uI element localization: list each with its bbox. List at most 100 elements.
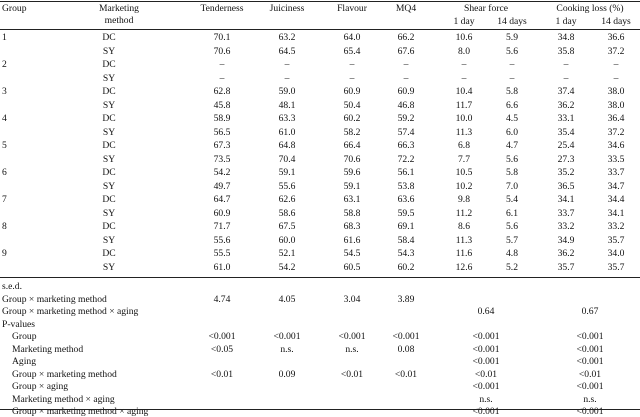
- table-cell: 52.1: [278, 248, 296, 259]
- table-cell: 61.0: [278, 127, 296, 138]
- table-cell: 35.7: [607, 235, 625, 246]
- table-cell: 6.6: [506, 100, 518, 111]
- table-cell: 33.7: [557, 208, 575, 219]
- table-cell: –: [509, 59, 515, 70]
- table-cell: 59.2: [397, 113, 415, 124]
- table-cell: 37.2: [607, 127, 625, 138]
- pvalue-cook: <0.001: [576, 331, 604, 342]
- pvalue-cell: <0.01: [340, 369, 364, 380]
- table-cell: 63.2: [278, 32, 296, 43]
- table-cell: 35.4: [557, 127, 575, 138]
- table-cell: 38.0: [607, 100, 625, 111]
- row-method: SY: [102, 46, 116, 57]
- row-group: 5: [2, 140, 7, 151]
- table-cell: 35.7: [607, 262, 625, 273]
- table-cell: 37.2: [607, 46, 625, 57]
- table-cell: 58.2: [343, 127, 361, 138]
- table-cell: 60.9: [343, 86, 361, 97]
- table-cell: 6.1: [506, 208, 518, 219]
- table-cell: 54.2: [278, 262, 296, 273]
- header-shear-1day: 1 day: [453, 16, 475, 27]
- table-cell: 7.7: [458, 154, 470, 165]
- table-cell: –: [461, 73, 467, 84]
- row-method: SY: [102, 208, 116, 219]
- pvalue-cell: n.s.: [280, 344, 294, 355]
- table-cell: 48.1: [278, 100, 296, 111]
- table-cell: 60.5: [343, 262, 361, 273]
- sed-cell: 3.04: [343, 294, 361, 305]
- pvalue-cook: n.s.: [583, 394, 597, 405]
- table-cell: 60.2: [343, 113, 361, 124]
- row-group: 7: [2, 194, 7, 205]
- pvalue-shear: <0.001: [472, 331, 500, 342]
- table-cell: 67.3: [213, 140, 231, 151]
- table-cell: 69.1: [397, 221, 415, 232]
- table-cell: 5.2: [506, 262, 518, 273]
- table-cell: 70.4: [278, 154, 296, 165]
- pvalue-cook: <0.001: [576, 381, 604, 392]
- table-cell: 63.1: [343, 194, 361, 205]
- table-cell: 11.3: [455, 127, 473, 138]
- table-cell: 34.7: [607, 181, 625, 192]
- table-cell: 62.8: [213, 86, 231, 97]
- table-cell: –: [284, 73, 290, 84]
- header-shear-force: Shear force: [464, 3, 508, 14]
- table-cell: 8.0: [458, 46, 470, 57]
- header-cook-14days: 14 days: [601, 16, 631, 27]
- table-cell: –: [509, 73, 515, 84]
- row-method: DC: [102, 32, 116, 43]
- row-group: 3: [2, 86, 7, 97]
- table-cell: 54.2: [213, 167, 231, 178]
- table-cell: 35.7: [557, 262, 575, 273]
- pvalue-cell: <0.001: [392, 331, 420, 342]
- table-cell: –: [349, 59, 355, 70]
- table-cell: 34.8: [557, 32, 575, 43]
- table-cell: 34.6: [607, 140, 625, 151]
- table-cell: 57.4: [397, 127, 415, 138]
- table-cell: 68.3: [343, 221, 361, 232]
- table-cell: 5.6: [506, 221, 518, 232]
- table-cell: –: [563, 73, 569, 84]
- table-cell: 4.7: [506, 140, 518, 151]
- table-cell: 5.8: [506, 167, 518, 178]
- row-method: SY: [102, 235, 116, 246]
- top-rule: [0, 1, 640, 2]
- row-method: DC: [102, 113, 116, 124]
- row-group: 8: [2, 221, 7, 232]
- row-method: SY: [102, 181, 116, 192]
- header-tenderness: Tenderness: [200, 3, 244, 14]
- pvalue-cell: <0.001: [273, 331, 301, 342]
- header-cooking-loss: Cooking loss (%): [556, 3, 624, 14]
- pvalue-cell: <0.01: [210, 369, 234, 380]
- table-cell: 12.6: [455, 262, 473, 273]
- pvalue-cell: <0.01: [394, 369, 418, 380]
- table-cell: 36.2: [557, 100, 575, 111]
- row-method: DC: [102, 248, 116, 259]
- table-cell: 54.3: [397, 248, 415, 259]
- table-cell: 6.0: [506, 127, 518, 138]
- table-cell: –: [403, 73, 409, 84]
- row-method: SY: [102, 154, 116, 165]
- pvalue-cook: <0.001: [576, 356, 604, 367]
- table-cell: 64.8: [278, 140, 296, 151]
- table-cell: 70.1: [213, 32, 231, 43]
- table-cell: 38.0: [607, 86, 625, 97]
- table-cell: 67.6: [397, 46, 415, 57]
- table-cell: 56.1: [397, 167, 415, 178]
- sed-row-label: Group × marketing method × aging: [2, 306, 139, 317]
- table-cell: 5.8: [506, 86, 518, 97]
- table-cell: 56.5: [213, 127, 231, 138]
- table-cell: 27.3: [557, 154, 575, 165]
- pvalue-shear: <0.001: [472, 344, 500, 355]
- row-method: DC: [102, 167, 116, 178]
- row-method: DC: [102, 59, 116, 70]
- header-group: Group: [2, 3, 27, 14]
- table-cell: 5.4: [506, 194, 518, 205]
- pvalue-shear: <0.01: [474, 369, 498, 380]
- row-group: 4: [2, 113, 7, 124]
- table-cell: 34.1: [607, 208, 625, 219]
- table-cell: 5.9: [506, 32, 518, 43]
- bottom-rule: [0, 409, 640, 410]
- row-method: DC: [102, 86, 116, 97]
